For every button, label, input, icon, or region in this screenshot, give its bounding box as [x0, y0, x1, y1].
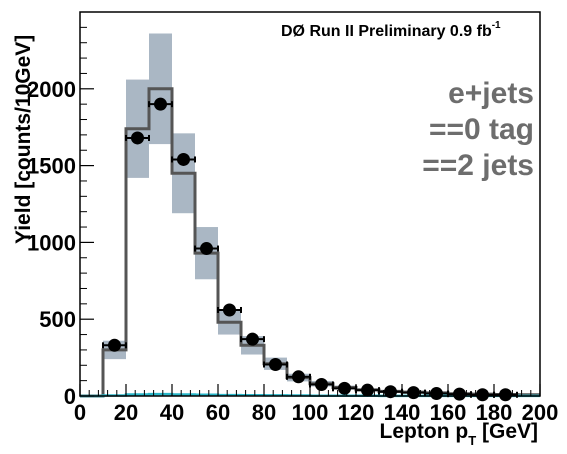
x-tick-label: 20: [114, 400, 138, 425]
y-tick-label: 1500: [27, 154, 76, 179]
y-tick-label: 0: [64, 384, 76, 409]
y-tick-label: 1000: [27, 230, 76, 255]
experiment-label-sup: -1: [492, 20, 501, 31]
x-tick-label: 140: [384, 400, 421, 425]
data-point: [499, 388, 512, 402]
tick-labels: 0 20 40 60 80 100 120 140 160 180 2000500100015002…: [27, 77, 558, 425]
data-point: [361, 383, 374, 397]
x-tick-label: 180: [476, 400, 513, 425]
x-tick-label: 0: [74, 400, 86, 425]
data-point: [384, 385, 397, 399]
annotation-tag: ==0 tag: [429, 113, 534, 146]
data-point: [338, 381, 351, 395]
x-axis-title-unit: [GeV]: [476, 420, 538, 443]
annotation-channel: e+jets: [448, 77, 534, 110]
data-point: [407, 386, 420, 400]
x-tick-label: 100: [292, 400, 329, 425]
data-point: [315, 377, 328, 391]
data-point: [154, 97, 167, 111]
x-axis-title: Lepton pT [GeV]: [380, 420, 538, 448]
x-tick-label: 60: [206, 400, 230, 425]
x-tick-label: 80: [252, 400, 276, 425]
axis-ticks: [79, 26, 541, 397]
y-tick-label: 2000: [27, 77, 76, 102]
annotation-jets: ==2 jets: [422, 149, 534, 182]
x-tick-label: 40: [160, 400, 184, 425]
data-point: [453, 387, 466, 401]
data-point: [476, 388, 489, 402]
data-point: [200, 242, 213, 256]
data-point: [430, 387, 443, 401]
data-point: [108, 338, 121, 352]
data-point: [223, 303, 236, 317]
x-axis-title-sub: T: [468, 433, 476, 448]
y-tick-label: 500: [39, 307, 76, 332]
x-tick-label: 160: [430, 400, 467, 425]
data-point: [269, 358, 282, 372]
data-point: [292, 370, 305, 384]
y-axis-title: Yield [counts/10GeV]: [12, 35, 35, 244]
x-tick-label: 120: [338, 400, 375, 425]
data-point: [246, 332, 259, 346]
x-tick-label: 200: [522, 400, 559, 425]
experiment-label: DØ Run II Preliminary 0.9 fb-1: [281, 20, 501, 40]
data-point: [131, 131, 144, 145]
data-point: [177, 152, 190, 166]
